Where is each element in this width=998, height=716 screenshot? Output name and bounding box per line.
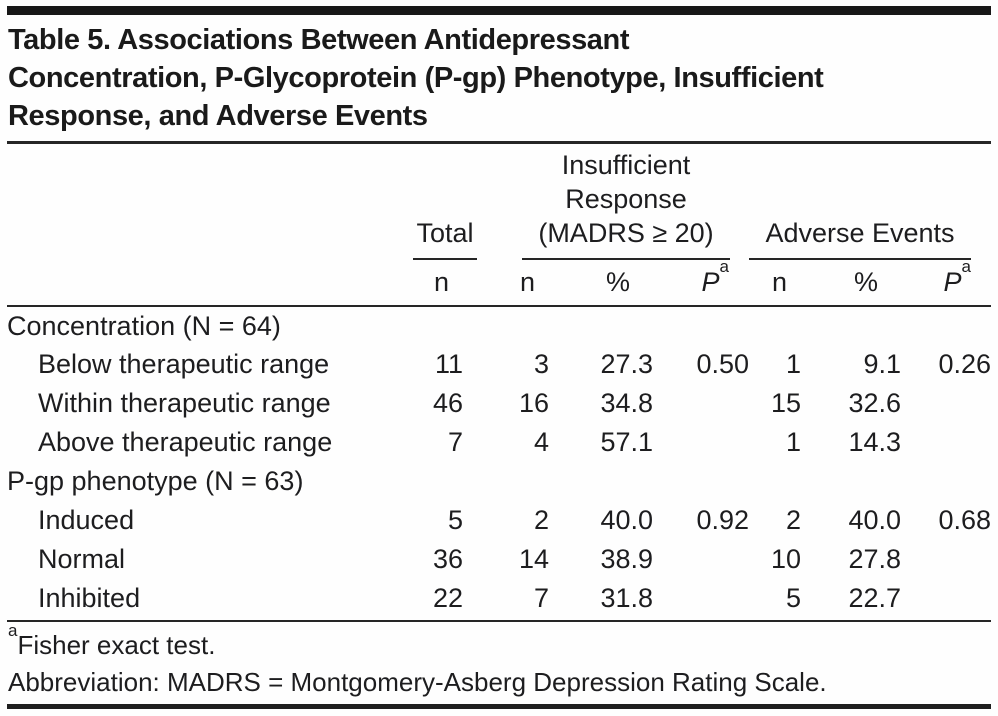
adverse-events-group-label: Adverse Events (749, 216, 971, 260)
subheader-row: n n % Pa n % Pa (7, 258, 992, 307)
row-label: Above therapeutic range (38, 427, 333, 457)
row-label: Induced (38, 505, 135, 535)
row-label: P-gp phenotype (N = 63) (7, 466, 304, 496)
top-rule-bar (7, 6, 991, 15)
ir-n-header: n (463, 260, 549, 307)
ae-pct-header: % (801, 260, 902, 307)
table-row: Induced 5 2 40.0 0.92 2 40.0 0.68 (7, 501, 991, 540)
table-row: Concentration (N = 64) (7, 306, 991, 345)
table-row: Normal 36 14 38.9 10 27.8 (7, 540, 991, 579)
table-row: Within therapeutic range 46 16 34.8 15 32.6 (7, 384, 991, 423)
table-row: Inhibited 22 7 31.8 5 22.7 (7, 579, 991, 618)
ir-pct-header: % (549, 260, 653, 307)
row-label: Inhibited (38, 583, 141, 613)
abbreviation-footnote: Abbreviation: MADRS = Montgomery-Asberg … (8, 667, 827, 697)
table-body: Concentration (N = 64) Below therapeutic… (7, 306, 991, 618)
insufficient-response-group-label: Insufficient Response (561, 150, 691, 214)
ir-pvalue-header: Pa (653, 258, 750, 307)
table-title: Table 5. Associations Between Antidepres… (0, 15, 998, 135)
bottom-rule-bar (7, 704, 991, 709)
table-title-line-1: Table 5. Associations Between Antidepres… (8, 24, 630, 56)
row-label: Normal (38, 544, 126, 574)
fisher-footnote: aFisher exact test. (8, 621, 216, 660)
table-header: Insufficient Response Total (MADRS ≥ 20)… (7, 144, 992, 307)
ae-n-header: n (749, 260, 802, 307)
group-header-top-row: Insufficient Response (7, 144, 991, 216)
total-n-header: n (383, 260, 463, 307)
table-title-line-3: Response, and Adverse Events (8, 100, 428, 132)
divider-under-title (7, 141, 991, 144)
associations-table: Insufficient Response Total (MADRS ≥ 20)… (7, 144, 992, 618)
madrs-threshold-label: (MADRS ≥ 20) (522, 216, 730, 260)
table-row: Below therapeutic range 11 3 27.3 0.50 1 9.1 0… (7, 345, 991, 384)
row-label: Concentration (N = 64) (7, 310, 281, 341)
ae-pvalue-header: Pa (901, 258, 992, 307)
table-row: P-gp phenotype (N = 63) (7, 462, 991, 501)
total-column-header: Total (413, 216, 477, 260)
row-label: Within therapeutic range (38, 388, 331, 418)
row-label: Below therapeutic range (38, 349, 330, 379)
table-title-line-2: Concentration, P-Glycoprotein (P-gp) Phe… (8, 62, 824, 94)
divider-above-footnotes (7, 620, 991, 622)
footnotes: aFisher exact test. Abbreviation: MADRS … (0, 622, 998, 701)
group-header-row: Total (MADRS ≥ 20) Adverse Events (7, 216, 991, 260)
table-row: Above therapeutic range 7 4 57.1 1 14.3 (7, 423, 991, 462)
